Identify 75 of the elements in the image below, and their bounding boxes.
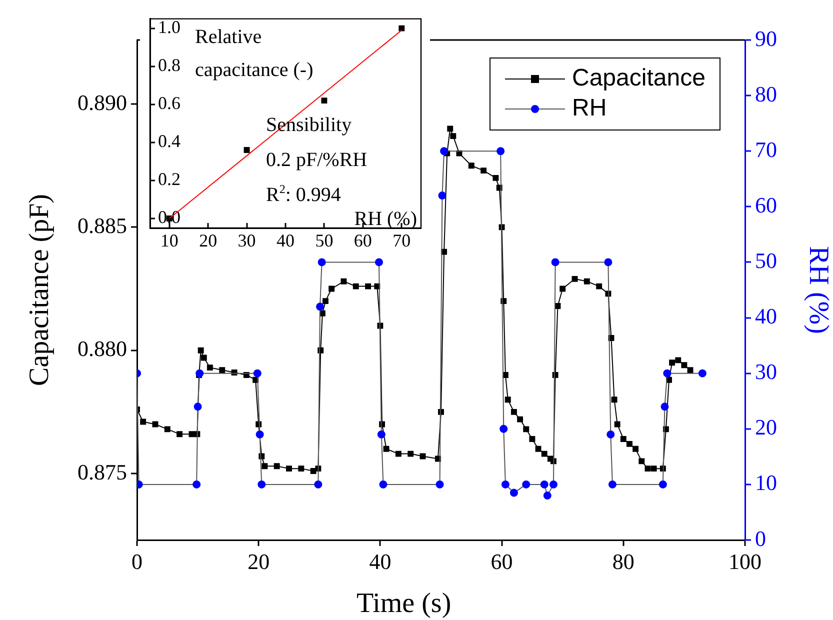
x-tick-label: 50 bbox=[315, 230, 334, 251]
point bbox=[244, 147, 250, 153]
point bbox=[698, 369, 706, 378]
y2-tick-label: 70 bbox=[755, 136, 777, 162]
point bbox=[658, 480, 667, 488]
point bbox=[379, 480, 388, 488]
x-tick-label: 40 bbox=[276, 230, 294, 251]
point bbox=[543, 492, 552, 500]
point bbox=[540, 480, 548, 488]
y-axis-title: Capacitance (pF) bbox=[24, 194, 55, 386]
y2-tick-label: 30 bbox=[755, 359, 777, 384]
y-axis-title: Relative capacitance (-) bbox=[195, 26, 314, 81]
x-tick-label: 30 bbox=[238, 230, 256, 251]
x-tick-label: 70 bbox=[392, 230, 411, 251]
point bbox=[196, 369, 204, 378]
point bbox=[549, 480, 558, 488]
point bbox=[316, 302, 324, 311]
y2-tick-label: 50 bbox=[755, 248, 777, 274]
y-tick-label: 0.880 bbox=[78, 336, 127, 362]
x-tick-label: 40 bbox=[369, 548, 392, 574]
x-tick-label: 0 bbox=[132, 548, 142, 574]
point bbox=[522, 480, 530, 488]
y-tick-label: 0.885 bbox=[78, 212, 127, 238]
x-tick-label: 100 bbox=[728, 548, 762, 574]
point bbox=[314, 480, 322, 488]
point bbox=[608, 480, 616, 488]
point bbox=[500, 424, 508, 433]
x-axis-title: Time (s) bbox=[356, 588, 452, 619]
y2-tick-label: 10 bbox=[755, 470, 777, 496]
y-tick-label: 0.8 bbox=[158, 55, 180, 76]
y2-tick-label: 80 bbox=[755, 81, 777, 106]
y2-tick-label: 0 bbox=[755, 526, 766, 551]
y-tick-label: 0.890 bbox=[78, 90, 127, 115]
point bbox=[374, 258, 383, 266]
point bbox=[256, 430, 264, 438]
point bbox=[377, 430, 386, 438]
legend-label: RH bbox=[572, 94, 607, 122]
point bbox=[321, 98, 328, 104]
point bbox=[440, 147, 448, 156]
y-tick-label: 0.4 bbox=[158, 131, 180, 152]
point bbox=[501, 480, 510, 488]
point bbox=[436, 480, 444, 488]
point bbox=[258, 480, 266, 488]
y2-tick-label: 60 bbox=[755, 192, 777, 218]
x-tick-label: 60 bbox=[354, 230, 372, 251]
annotation: 0.2 pF/%RH bbox=[266, 148, 368, 171]
point bbox=[663, 369, 672, 378]
y-tick-label: 0.2 bbox=[158, 169, 180, 190]
x-tick-label: 20 bbox=[199, 230, 218, 251]
y-tick-label: 1.0 bbox=[158, 17, 180, 38]
x-tick-label: 60 bbox=[490, 548, 513, 574]
point bbox=[194, 402, 202, 411]
point bbox=[398, 25, 405, 32]
point bbox=[496, 147, 505, 156]
x-tick-label: 80 bbox=[612, 548, 634, 574]
x-axis-title: RH (%) bbox=[354, 208, 417, 230]
y2-tick-label: 40 bbox=[755, 304, 777, 329]
point bbox=[660, 402, 669, 411]
point bbox=[253, 369, 262, 378]
y-tick-label: 0.6 bbox=[158, 93, 180, 114]
point bbox=[510, 488, 518, 497]
y-tick-label: 0.875 bbox=[78, 459, 127, 484]
point bbox=[606, 430, 615, 438]
point bbox=[438, 192, 446, 200]
point bbox=[551, 258, 560, 266]
y2-tick-label: 20 bbox=[755, 414, 777, 440]
y2-tick-label: 90 bbox=[755, 26, 777, 51]
point bbox=[192, 480, 201, 488]
x-tick-label: 10 bbox=[160, 230, 178, 251]
x-tick-label: 20 bbox=[248, 548, 270, 574]
point bbox=[318, 258, 326, 266]
point bbox=[604, 258, 612, 266]
y-tick-label: 0.0 bbox=[158, 207, 180, 228]
y2-axis-title: RH (%) bbox=[803, 246, 833, 334]
legend-label: Capacitance bbox=[572, 64, 706, 92]
